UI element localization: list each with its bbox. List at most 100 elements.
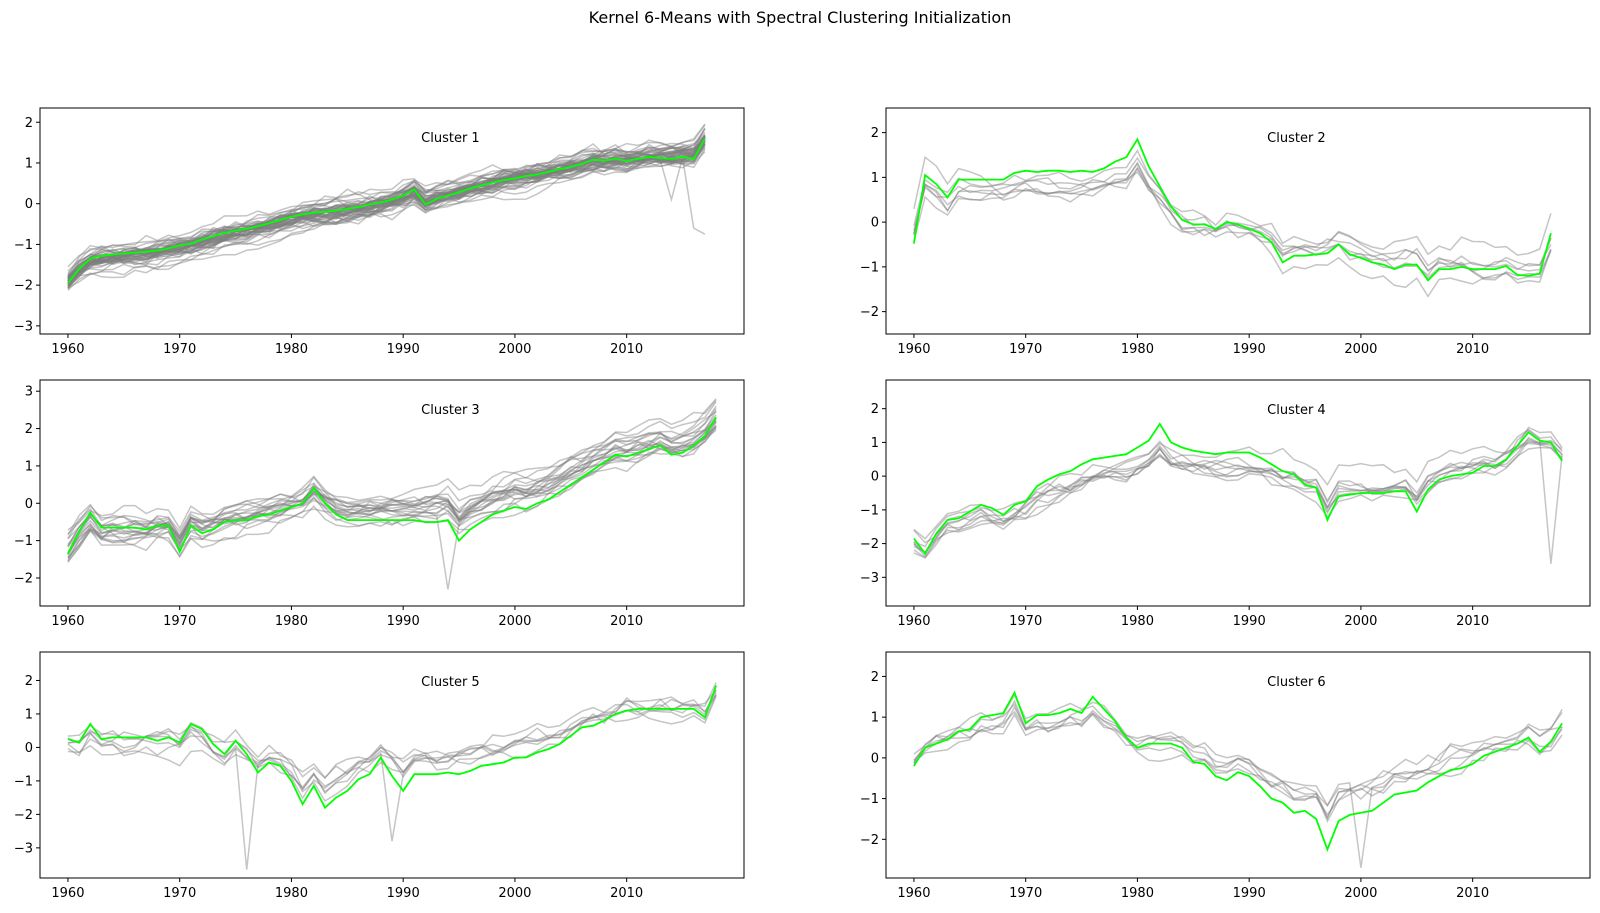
x-tick-label: 2000 (498, 886, 531, 901)
centroid-series-line (913, 690, 1563, 853)
member-series-line (67, 420, 717, 554)
member-series-line (913, 149, 1552, 256)
x-tick-label: 1990 (387, 886, 420, 901)
x-tick-label: 1980 (1121, 614, 1154, 629)
member-series-line (913, 705, 1563, 820)
y-tick-label: 0 (871, 216, 879, 231)
x-tick-label: 1970 (163, 342, 196, 357)
member-series-line (67, 140, 706, 287)
axes-frame (39, 379, 745, 607)
axes-frame (39, 107, 745, 335)
member-series-line (67, 426, 717, 590)
x-tick-label: 1970 (163, 614, 196, 629)
member-series-line (67, 140, 706, 287)
member-series-line (67, 401, 717, 537)
y-tick-label: −1 (14, 534, 33, 549)
member-series-line (67, 139, 706, 268)
x-tick-label: 1960 (897, 342, 930, 357)
member-series-line (67, 135, 706, 282)
y-tick-label: −1 (14, 238, 33, 253)
member-series-line (67, 127, 706, 278)
member-series-line (913, 436, 1563, 559)
subplot-title: Cluster 5 (421, 675, 480, 690)
member-series-line (67, 682, 717, 780)
y-tick-label: 0 (871, 470, 879, 485)
member-series-line (67, 143, 706, 279)
subplot-6: 1960 1970 1980 1990 2000 2010 −2 −1 0 1 2 Cluster 6 (860, 651, 1591, 901)
centroid-series-line (67, 138, 706, 284)
member-series-line (67, 137, 706, 285)
member-series-line (913, 161, 1552, 281)
member-series-line (67, 419, 717, 545)
x-tick-label: 1980 (1121, 342, 1154, 357)
member-series-line (913, 440, 1563, 554)
plot-area (67, 123, 706, 291)
member-series-line (67, 135, 706, 285)
y-tick-label: 0 (871, 751, 879, 766)
member-series-line (67, 425, 717, 560)
x-tick-label: 1970 (1009, 614, 1042, 629)
y-tick-label: 2 (25, 116, 33, 131)
x-tick-label: 1980 (275, 614, 308, 629)
y-tick-label: 1 (25, 707, 33, 722)
plot-area (67, 398, 717, 590)
member-series-line (67, 136, 706, 278)
member-series-line (67, 689, 717, 779)
y-tick-label: 2 (871, 670, 879, 685)
x-tick-label: 1960 (51, 342, 84, 357)
y-tick-label: 0 (25, 741, 33, 756)
member-series-line (67, 427, 717, 555)
member-series-line (67, 146, 706, 289)
y-tick-label: 1 (871, 711, 879, 726)
axes-frame (885, 107, 1591, 335)
member-series-line (67, 136, 706, 282)
member-series-line (67, 418, 717, 556)
member-series-line (913, 166, 1552, 277)
centroid-series-line (913, 137, 1552, 282)
x-tick-label: 1990 (387, 614, 420, 629)
x-tick-label: 2000 (1344, 886, 1377, 901)
plot-area (67, 682, 717, 870)
y-tick-label: −3 (860, 571, 879, 586)
member-series-line (67, 424, 717, 558)
centroid-series-line (913, 422, 1563, 556)
x-tick-label: 1970 (1009, 886, 1042, 901)
subplot-title: Cluster 4 (1267, 403, 1326, 418)
member-series-line (67, 157, 706, 289)
member-series-line (67, 411, 717, 545)
y-tick-label: 3 (25, 385, 33, 400)
x-tick-label: 1960 (897, 614, 930, 629)
member-series-line (913, 446, 1563, 558)
y-tick-label: −1 (860, 503, 879, 518)
x-tick-label: 1980 (1121, 886, 1154, 901)
x-tick-label: 2010 (610, 614, 643, 629)
member-series-line (913, 439, 1563, 555)
x-tick-label: 2000 (1344, 614, 1377, 629)
x-tick-label: 1990 (387, 342, 420, 357)
member-series-line (913, 428, 1563, 544)
y-tick-label: −2 (14, 279, 33, 294)
member-series-line (913, 439, 1563, 559)
member-series-line (67, 399, 717, 541)
axes-frame (885, 379, 1591, 607)
member-series-line (67, 429, 717, 562)
member-series-line (913, 162, 1552, 281)
subplot-title: Cluster 3 (421, 403, 480, 418)
member-series-line (67, 695, 717, 793)
y-tick-label: −2 (860, 833, 879, 848)
y-tick-label: 2 (25, 674, 33, 689)
plot-area (913, 137, 1552, 298)
member-series-line (913, 703, 1563, 807)
member-series-line (67, 398, 717, 535)
member-series-line (67, 138, 706, 284)
y-tick-label: 0 (25, 197, 33, 212)
member-series-line (67, 145, 706, 284)
subplot-title: Cluster 1 (421, 131, 480, 146)
member-series-line (67, 134, 706, 279)
y-tick-label: −1 (14, 774, 33, 789)
x-tick-label: 1960 (897, 886, 930, 901)
x-tick-label: 1980 (275, 342, 308, 357)
member-series-line (67, 694, 717, 795)
member-series-line (913, 438, 1563, 554)
